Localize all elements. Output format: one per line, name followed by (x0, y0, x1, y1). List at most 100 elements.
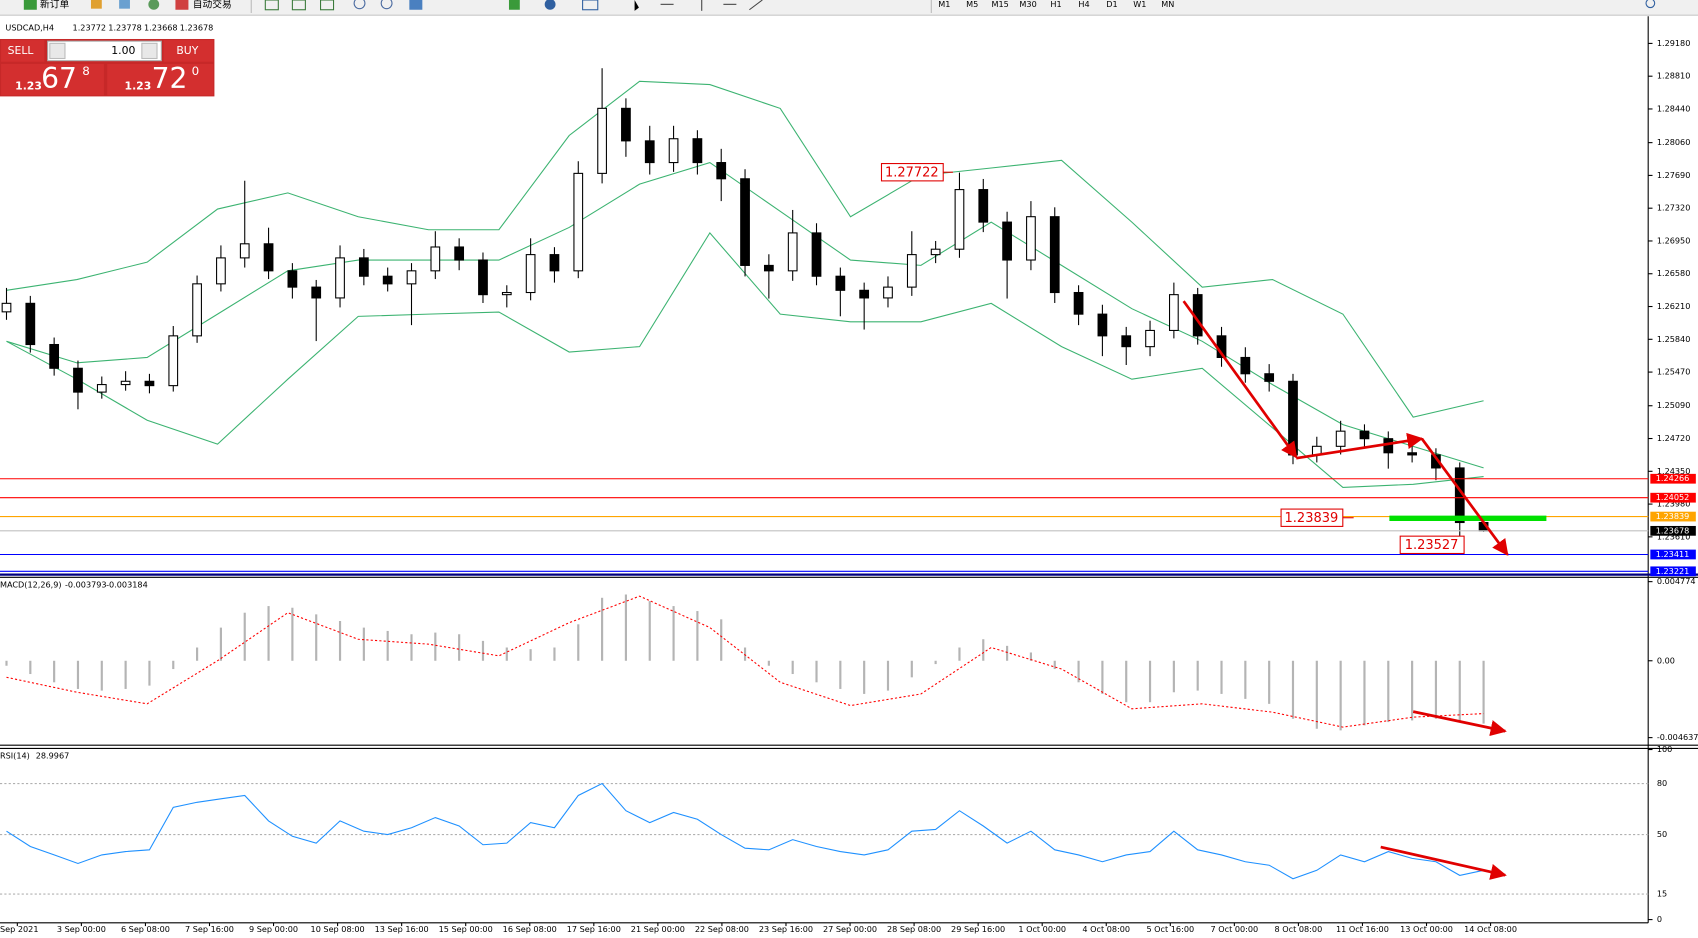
trend-arrow (1296, 432, 1424, 460)
x-tick-label: 8 Oct 08:00 (1275, 924, 1323, 934)
buy-button[interactable] (163, 40, 214, 62)
chart-header: USDCAD,H4 1.23772 1.23778 1.23668 1.23678 (5, 23, 213, 33)
y-tick-label: 1.25470 (1657, 367, 1691, 377)
x-tick-label: 1 Oct 00:00 (1018, 924, 1066, 934)
price-level-tag (1650, 525, 1696, 536)
y-tick-label: 1.23610 (1657, 531, 1691, 541)
candle-body (49, 343, 60, 369)
candle-body (239, 243, 250, 259)
rsi-y-tick-label: 80 (1657, 778, 1667, 788)
candle-body (668, 138, 679, 164)
candle-body (25, 302, 36, 346)
toolbar-icon (409, 0, 423, 10)
macd-y-tick-label: 0.00 (1657, 655, 1675, 665)
rsi-y-tick-label: 100 (1657, 744, 1672, 754)
volume-input[interactable] (47, 40, 162, 62)
price-level-tag (1650, 511, 1696, 522)
timeframe-button[interactable]: M1 (938, 0, 950, 9)
sell-button[interactable] (1, 40, 45, 62)
toolbar-icon (380, 0, 393, 10)
y-tick-label: 1.26950 (1657, 235, 1691, 245)
timeframe-button[interactable]: W1 (1133, 0, 1146, 9)
rsi-y-tick-label: 0 (1657, 914, 1662, 924)
chart-quote: 1.23772 (73, 23, 107, 33)
macd-signal-line (6, 595, 1484, 728)
timeframe-bar: M1 M5 M15 M30 H1 H4 D1 W1 MN (938, 0, 1174, 9)
y-tick-label: 1.27690 (1657, 170, 1691, 180)
price-level-tag (1650, 473, 1696, 484)
timeframe-button[interactable]: H1 (1050, 0, 1061, 9)
price-level-label: 1.24266 (1656, 473, 1690, 483)
toolbar-icon (544, 0, 556, 10)
candle-body (930, 248, 941, 256)
candle-body (1359, 430, 1370, 440)
auto-trading-icon (175, 0, 189, 10)
divergence-arrow (1412, 710, 1507, 737)
candle-body (787, 232, 798, 272)
macd-value: -0.003793 (65, 579, 107, 589)
candle-body (1383, 438, 1394, 454)
x-tick-label: 28 Sep 08:00 (887, 924, 941, 934)
x-tick-label: 13 Sep 16:00 (375, 924, 429, 934)
y-tick-label: 1.23980 (1657, 499, 1691, 509)
toolbar-icon (749, 0, 763, 11)
buy-price-box[interactable] (107, 63, 214, 96)
x-tick-label: 5 Oct 16:00 (1146, 924, 1194, 934)
x-tick-label: 11 Oct 16:00 (1336, 924, 1389, 934)
volume-value[interactable]: 1.00 (111, 44, 135, 57)
new-order-button[interactable]: 新订单 (40, 0, 69, 10)
candle-body (406, 270, 417, 285)
volume-up[interactable] (141, 42, 158, 60)
x-tick-label: 16 Sep 08:00 (503, 924, 557, 934)
candle-body (216, 257, 226, 285)
price-level-label: 1.23839 (1656, 511, 1690, 521)
x-tick-label: 9 Sep 00:00 (249, 924, 298, 934)
search-icon (1645, 0, 1656, 9)
candle-body (763, 264, 774, 272)
x-tick-label: 15 Sep 00:00 (439, 924, 493, 934)
y-tick-label: 1.28060 (1657, 137, 1691, 147)
timeframe-button[interactable]: D1 (1106, 0, 1117, 9)
candle-body (192, 283, 202, 337)
timeframe-button[interactable]: H4 (1078, 0, 1089, 9)
macd-value: -0.003184 (106, 579, 148, 589)
timeframe-button[interactable]: MN (1161, 0, 1174, 9)
timeframe-button[interactable]: M30 (1019, 0, 1036, 9)
x-tick-label: 13 Oct 00:00 (1400, 924, 1453, 934)
chart-quote: 1.23778 (108, 23, 142, 33)
candle-body (1049, 216, 1060, 294)
y-tick-label: 1.26580 (1657, 268, 1691, 278)
candle-body (358, 257, 369, 277)
buy-price-fraction: 0 (192, 64, 200, 78)
timeframe-button[interactable]: M15 (992, 0, 1009, 9)
candle-body (835, 275, 846, 291)
y-tick-label: 1.28810 (1657, 71, 1691, 81)
sell-price-pips: 67 (41, 62, 77, 95)
candle-body (501, 291, 512, 296)
chart-quote: 1.23668 (144, 23, 178, 33)
candle-body (573, 172, 584, 272)
candle-body (1288, 380, 1298, 456)
timeframe-button[interactable]: M5 (966, 0, 978, 9)
toolbar-icon (353, 0, 366, 10)
chart-quote: 1.23678 (180, 23, 214, 33)
price-label: 1.23527 (1405, 538, 1459, 553)
buy-label[interactable]: BUY (176, 44, 198, 57)
candle-body (430, 246, 441, 272)
auto-trading-button[interactable]: 自动交易 (193, 0, 232, 10)
sell-price-fraction: 8 (82, 64, 90, 78)
new-order-icon (23, 0, 37, 10)
y-tick-label: 1.29180 (1657, 38, 1691, 48)
one-click-trading-panel: SELL 1.00 BUY 1.23 67 8 1.23 72 0 (0, 38, 215, 97)
price-level-label: 1.23678 (1656, 525, 1690, 535)
volume-down[interactable] (49, 42, 66, 60)
divergence-arrow (1380, 845, 1507, 880)
price-plot: 1.29180 1.28810 1.28440 1.28060 1.27690 1.273… (0, 38, 1698, 934)
x-tick-label: 7 Sep 16:00 (185, 924, 234, 934)
sell-label[interactable]: SELL (8, 44, 34, 57)
y-tick-label: 1.25840 (1657, 334, 1691, 344)
candle-body (1, 302, 12, 313)
sell-price-box[interactable] (1, 63, 104, 96)
